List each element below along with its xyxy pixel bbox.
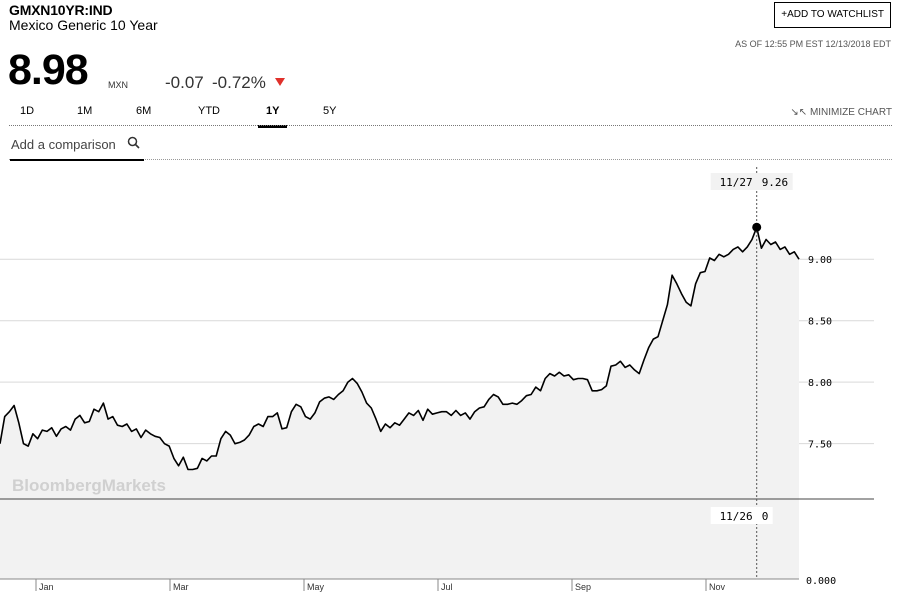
y-tick-label: 8.00	[808, 378, 832, 389]
comparison-input[interactable]: Add a comparison	[11, 137, 116, 152]
currency-label: MXN	[108, 80, 128, 90]
x-tick-label: Sep	[575, 582, 591, 592]
y-tick-label: 7.50	[808, 440, 832, 451]
search-icon[interactable]	[127, 136, 141, 150]
price-change-percent: -0.72%	[212, 73, 266, 92]
tab-5y[interactable]: 5Y	[323, 105, 337, 117]
tab-1d[interactable]: 1D	[20, 105, 35, 117]
last-price: 8.98	[8, 46, 89, 94]
x-tick-label: Jan	[39, 582, 54, 592]
minimize-chart-button[interactable]: ↘↖ MINIMIZE CHART	[790, 107, 892, 118]
tab-ytd[interactable]: YTD	[198, 105, 220, 117]
watchlist-label: ADD TO WATCHLIST	[787, 9, 884, 20]
x-tick-label: Nov	[709, 582, 726, 592]
security-name: Mexico Generic 10 Year	[9, 17, 158, 33]
x-axis-month-labels: Jan Mar May Jul Sep Nov	[35, 579, 726, 592]
tooltip-value: 9.26	[762, 176, 789, 189]
comparison-input-underline	[10, 159, 144, 161]
tab-6m[interactable]: 6M	[136, 105, 152, 117]
volume-tooltip-value: 0	[762, 510, 769, 523]
x-tick-label: Jul	[441, 582, 453, 592]
volume-tick-label: 0.000	[806, 576, 836, 587]
tab-1y[interactable]: 1Y	[258, 105, 288, 128]
as-of-timestamp: AS OF 12:55 PM EST 12/13/2018 EDT	[735, 39, 891, 49]
price-tooltip: 11/27 9.26	[710, 173, 793, 190]
x-tick-label: Mar	[173, 582, 189, 592]
volume-panel-fill	[0, 499, 799, 579]
tab-1m[interactable]: 1M	[77, 105, 93, 117]
down-arrow-icon	[275, 78, 285, 86]
input-divider	[9, 159, 892, 160]
volume-tooltip-date: 11/26	[720, 510, 753, 523]
add-to-watchlist-button[interactable]: +ADD TO WATCHLIST	[774, 2, 891, 28]
tabs-divider	[9, 125, 892, 126]
highlight-point	[752, 222, 762, 232]
y-tick-label: 8.50	[808, 317, 832, 328]
ticker-symbol: GMXN10YR:IND	[9, 2, 113, 18]
tooltip-date: 11/27	[720, 176, 753, 189]
x-tick-label: May	[307, 582, 325, 592]
minimize-chart-label: MINIMIZE CHART	[809, 107, 892, 118]
price-change: -0.07	[165, 73, 204, 92]
y-tick-label: 9.00	[808, 255, 832, 266]
price-area-fill	[0, 227, 799, 500]
bloomberg-watermark: BloombergMarkets	[12, 476, 166, 495]
collapse-arrows-icon: ↘↖	[790, 107, 808, 118]
price-line	[0, 226, 800, 471]
volume-tooltip: 11/26 0	[710, 507, 773, 524]
y-axis-labels: 9.00 8.50 8.00 7.50 0.000	[806, 255, 836, 587]
plus-icon: +	[781, 9, 788, 20]
